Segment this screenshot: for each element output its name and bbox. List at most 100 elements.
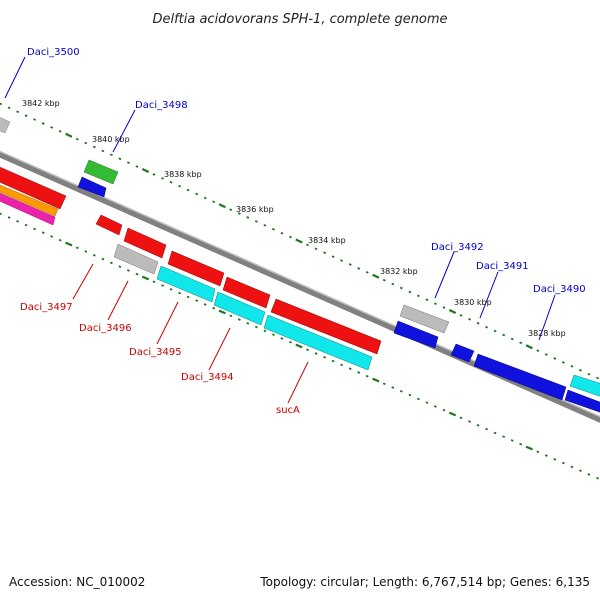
outer-scale-tick	[229, 208, 233, 212]
inner-scale-tick	[246, 321, 250, 325]
leader-daci-3498	[112, 109, 136, 153]
inner-scale-tick	[229, 314, 233, 318]
outer-scale-tick	[416, 294, 420, 298]
outer-scale-tick	[75, 137, 79, 141]
gene-daci-3501[interactable]	[0, 165, 67, 210]
gene-daci-3498[interactable]	[83, 159, 119, 185]
inner-scale-tick	[536, 450, 540, 454]
inner-scale-tick	[553, 457, 557, 461]
gene-daci-3490[interactable]	[473, 353, 567, 401]
outer-scale-tick	[280, 231, 284, 235]
label-daci-3496[interactable]: Daci_3496	[79, 323, 132, 334]
outer-scale-tick	[186, 188, 190, 192]
outer-scale-tick	[254, 220, 258, 223]
leader-daci-3497	[72, 263, 94, 300]
outer-scale-tick	[7, 106, 11, 110]
inner-scale-tick	[218, 309, 226, 315]
inner-scale-tick	[502, 435, 506, 439]
inner-scale-tick	[263, 329, 267, 333]
outer-scale-tick	[578, 368, 582, 372]
outer-scale-tick	[50, 126, 54, 129]
gene-red-4[interactable]	[222, 276, 271, 309]
outer-scale-tick	[127, 161, 130, 165]
gene-daci-3493[interactable]	[393, 320, 439, 349]
gene-daci-3491[interactable]	[450, 343, 475, 363]
gene-daci-3497[interactable]	[95, 214, 123, 236]
outer-scale-tick	[152, 173, 156, 176]
scale-label-3832: 3832 kbp	[380, 267, 418, 276]
outer-scale-tick	[118, 157, 122, 161]
gene-daci-3492[interactable]	[399, 304, 450, 334]
inner-scale-tick	[442, 408, 446, 412]
leader-daci-3496	[107, 280, 129, 321]
inner-scale-tick	[372, 377, 380, 383]
outer-scale-tick	[434, 302, 437, 306]
gene-magenta[interactable]	[0, 191, 56, 226]
label-daci-3491[interactable]: Daci_3491	[476, 261, 529, 272]
inner-scale-tick	[7, 216, 11, 219]
gene-red-5[interactable]	[270, 298, 382, 355]
outer-scale-tick	[459, 314, 463, 317]
gene-daci-3499[interactable]	[77, 176, 107, 198]
label-daci-3500[interactable]: Daci_3500	[27, 47, 80, 58]
inner-scale-tick	[433, 405, 437, 408]
outer-scale-tick	[141, 168, 150, 173]
inner-scale-tick	[391, 386, 395, 389]
inner-scale-tick	[468, 420, 472, 423]
inner-scale-tick	[314, 352, 318, 355]
inner-scale-tick	[425, 401, 429, 405]
gene-daci-3500[interactable]	[0, 115, 11, 134]
inner-scale-tick	[399, 389, 403, 393]
label-daci-3492[interactable]: Daci_3492	[431, 242, 484, 253]
label-sucA[interactable]: sucA	[276, 405, 300, 416]
label-daci-3495[interactable]: Daci_3495	[129, 347, 182, 358]
inner-scale-tick	[485, 427, 489, 431]
reverse-leader-lines	[72, 263, 309, 404]
outer-scale-tick	[570, 364, 574, 368]
outer-scale-tick	[340, 259, 344, 262]
outer-scale-tick	[0, 102, 2, 106]
accession-text: Accession: NC_010002	[9, 575, 145, 589]
inner-scale-tick	[65, 241, 73, 247]
forward-gene-labels: Daci_3500 Daci_3498 Daci_3492 Daci_3491 …	[27, 47, 586, 295]
gene-cyan-right[interactable]	[569, 374, 600, 398]
gene-red-2[interactable]	[123, 227, 167, 259]
outer-scale-ticks	[0, 102, 599, 380]
inner-scale-tick	[237, 318, 241, 321]
outer-scale-tick	[502, 333, 506, 337]
gene-blue-right[interactable]	[564, 389, 600, 414]
inner-scale-tick	[587, 473, 591, 476]
inner-scale-tick	[118, 265, 122, 269]
inner-scale-tick	[109, 261, 113, 265]
gene-daci-3496[interactable]	[113, 243, 159, 275]
leader-daci-3490	[538, 294, 556, 341]
label-daci-3498[interactable]: Daci_3498	[135, 100, 188, 111]
outer-scale-tick	[203, 196, 207, 200]
outer-scale-tick	[331, 255, 335, 259]
outer-scale-tick	[348, 263, 352, 266]
reverse-gene-labels: Daci_3497 Daci_3496 Daci_3495 Daci_3494 …	[20, 302, 300, 416]
leader-daci-3500	[4, 56, 26, 99]
gene-red-3[interactable]	[167, 250, 225, 287]
inner-scale-tick	[101, 257, 105, 261]
inner-scale-tick	[195, 299, 199, 303]
gene-sucA[interactable]	[263, 314, 373, 371]
gene-daci-3495[interactable]	[156, 265, 216, 303]
gene-orange[interactable]	[0, 183, 59, 217]
scale-label-3842: 3842 kbp	[22, 99, 60, 108]
scale-label-3836: 3836 kbp	[236, 205, 274, 214]
inner-scale-tick	[16, 219, 20, 223]
reverse-strand-genes	[95, 214, 382, 371]
inner-scale-tick	[295, 343, 303, 349]
outer-scale-tick	[246, 216, 250, 219]
label-daci-3497[interactable]: Daci_3497	[20, 302, 73, 313]
inner-scale-tick	[135, 272, 139, 276]
inner-scale-tick	[331, 359, 335, 363]
inner-scale-tick	[510, 439, 514, 442]
label-daci-3490[interactable]: Daci_3490	[533, 284, 586, 295]
inner-scale-tick	[0, 212, 2, 216]
outer-scale-tick	[553, 357, 557, 360]
label-daci-3494[interactable]: Daci_3494	[181, 372, 234, 383]
gene-daci-3494[interactable]	[213, 291, 266, 326]
